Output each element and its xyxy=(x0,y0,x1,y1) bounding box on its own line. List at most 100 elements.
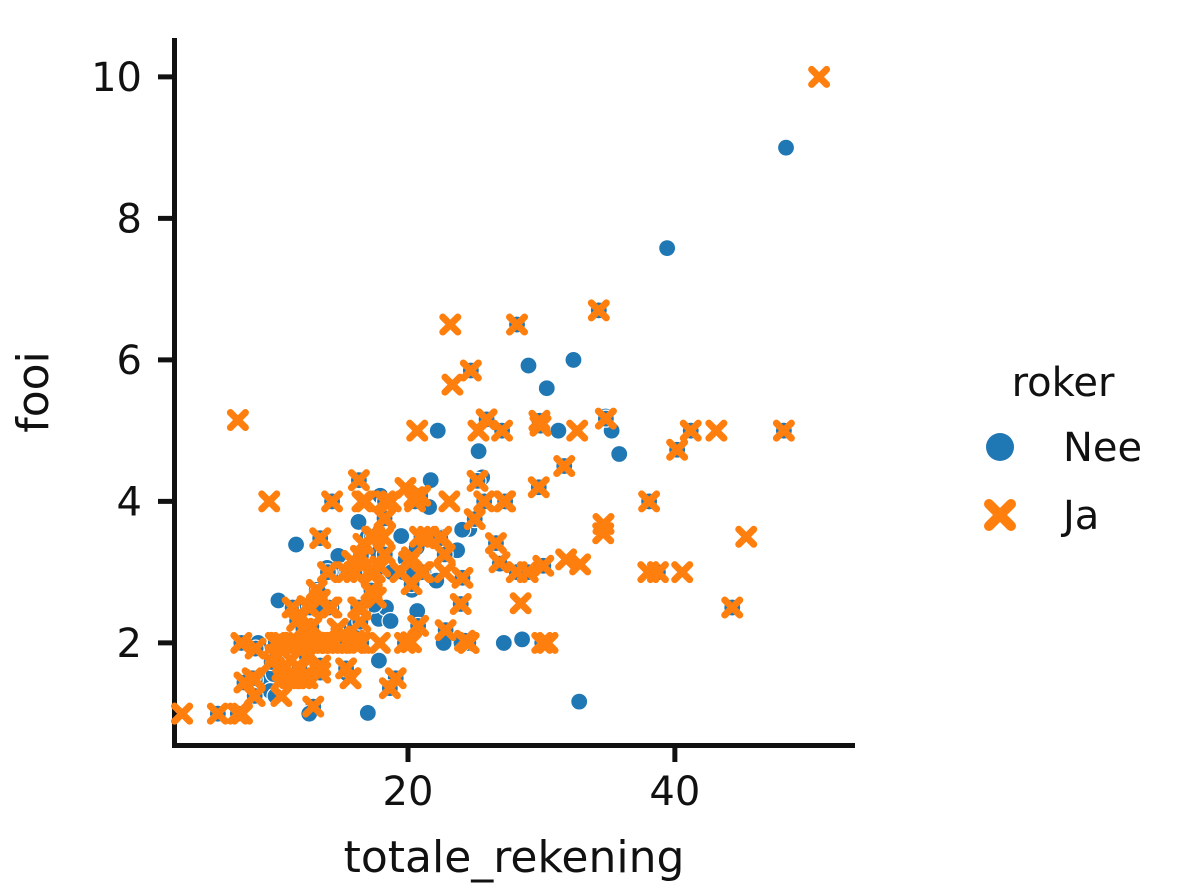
axis-spines xyxy=(172,38,855,748)
data-point-x xyxy=(360,579,383,602)
x-axis-ticks: 20 40 xyxy=(383,745,700,815)
data-point-x xyxy=(705,419,728,442)
data-point-x xyxy=(441,373,464,396)
data-point-x xyxy=(347,469,370,492)
data-point-x xyxy=(569,553,592,576)
data-point-x xyxy=(271,659,294,682)
data-point-circle xyxy=(349,512,368,532)
legend: roker Nee Ja xyxy=(984,360,1142,539)
data-point-x xyxy=(233,671,256,694)
data-point-x xyxy=(638,490,661,513)
data-point-x xyxy=(587,299,610,322)
data-point-x xyxy=(368,631,391,654)
data-point-x xyxy=(509,592,532,615)
data-point-circle xyxy=(512,630,532,649)
data-point-x xyxy=(459,359,482,382)
data-point-circle xyxy=(519,356,538,375)
data-point-circle xyxy=(570,692,589,711)
data-point-circle xyxy=(610,444,629,464)
data-point-circle xyxy=(286,535,306,554)
data-point-x xyxy=(206,702,229,725)
data-point-x xyxy=(488,551,511,574)
data-point-x xyxy=(494,490,517,513)
data-point-x xyxy=(666,438,689,461)
data-point-x xyxy=(679,419,702,442)
data-point-x xyxy=(407,614,430,637)
data-point-x xyxy=(449,593,472,615)
data-point-circle xyxy=(428,421,447,440)
plot-area-background xyxy=(172,38,855,745)
data-point-x xyxy=(592,513,615,536)
legend-item-ja[interactable]: Ja xyxy=(984,493,1099,539)
data-point-x xyxy=(316,561,339,584)
data-point-x xyxy=(309,661,332,684)
data-point-x xyxy=(735,525,758,548)
legend-title: roker xyxy=(1012,360,1115,406)
data-point-x xyxy=(321,490,344,513)
data-point-x xyxy=(292,617,315,640)
data-point-circle xyxy=(369,651,389,670)
legend-label-nee: Nee xyxy=(1063,425,1142,471)
y-tick-label: 4 xyxy=(117,479,142,525)
data-point-circle xyxy=(358,703,377,723)
data-point-x xyxy=(528,409,551,432)
data-point-x xyxy=(379,490,402,513)
data-point-x xyxy=(475,408,498,431)
y-tick-label: 2 xyxy=(117,621,142,667)
y-tick-label: 10 xyxy=(91,55,142,101)
data-point-x xyxy=(808,65,831,88)
data-point-circle xyxy=(776,138,796,157)
data-point-x xyxy=(553,455,576,478)
data-point-x xyxy=(284,667,307,690)
x-tick-label: 40 xyxy=(649,769,700,815)
data-point-x xyxy=(531,631,554,654)
data-point-x xyxy=(309,527,332,550)
data-point-x xyxy=(772,419,795,442)
data-point-x xyxy=(373,507,396,530)
data-point-circle xyxy=(494,633,513,653)
data-point-x xyxy=(372,525,395,548)
data-point-x xyxy=(393,631,416,654)
x-tick-label: 20 xyxy=(383,769,434,815)
legend-marker-circle-icon xyxy=(986,433,1014,461)
data-point-x xyxy=(473,490,496,513)
data-point-x xyxy=(466,469,489,492)
data-point-x xyxy=(339,667,362,690)
legend-item-nee[interactable]: Nee xyxy=(986,425,1142,471)
y-axis-title: fooi xyxy=(8,351,59,433)
data-point-x xyxy=(270,684,293,707)
data-point-x xyxy=(721,596,744,619)
data-point-x xyxy=(463,508,486,531)
data-point-x xyxy=(231,702,254,725)
data-point-x xyxy=(406,419,429,442)
data-point-circle xyxy=(469,442,488,461)
data-point-x xyxy=(506,313,529,336)
data-point-x xyxy=(453,629,476,652)
data-point-x xyxy=(347,596,370,619)
data-point-x xyxy=(171,702,194,725)
data-point-x xyxy=(230,631,253,654)
data-point-x xyxy=(349,544,372,567)
data-point-x xyxy=(438,490,461,513)
data-point-x xyxy=(439,313,462,336)
legend-marker-x-icon xyxy=(984,499,1016,531)
data-point-x xyxy=(363,561,386,584)
legend-label-ja: Ja xyxy=(1060,493,1099,539)
data-point-x xyxy=(258,490,281,513)
data-point-x xyxy=(351,490,374,513)
data-point-x xyxy=(532,554,555,577)
data-point-x xyxy=(378,677,401,700)
data-point-x xyxy=(433,561,456,584)
data-point-x xyxy=(594,407,617,430)
data-point-x xyxy=(226,409,249,432)
data-point-x xyxy=(505,561,528,584)
y-tick-label: 6 xyxy=(117,338,142,384)
data-point-x xyxy=(400,573,423,596)
y-axis-ticks: 2 4 6 8 10 xyxy=(91,55,175,667)
data-point-x xyxy=(409,525,432,548)
data-point-x xyxy=(527,476,550,499)
data-point-x xyxy=(451,566,474,589)
data-point-x xyxy=(343,561,366,584)
data-point-x xyxy=(484,532,507,555)
